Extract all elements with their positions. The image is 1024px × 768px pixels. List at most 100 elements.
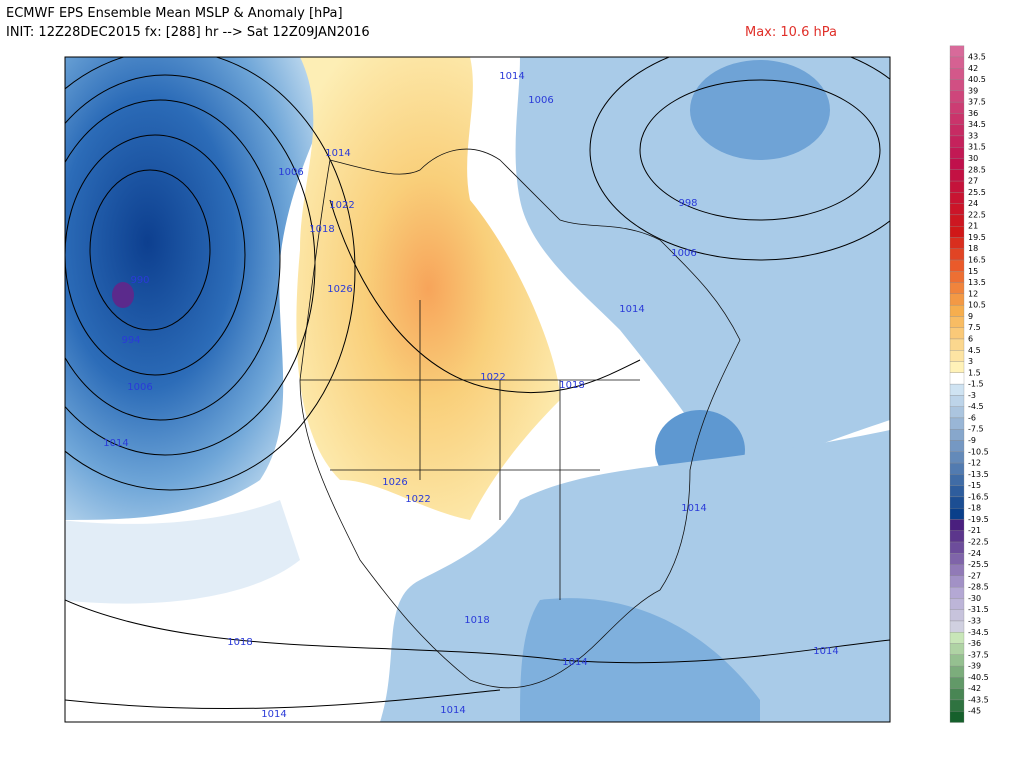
colorbar-swatch <box>949 609 965 622</box>
contour-label: 1014 <box>813 646 838 657</box>
colorbar-swatch <box>949 519 965 531</box>
colorbar-swatch <box>949 620 965 633</box>
contour-label: 1006 <box>127 382 152 393</box>
colorbar-swatch <box>949 553 965 565</box>
colorbar-swatch <box>949 508 965 520</box>
colorbar-label: 25.5 <box>968 188 986 197</box>
contour-label: 1014 <box>103 438 128 449</box>
contour-label: 1018 <box>464 615 489 626</box>
contour-label: 998 <box>678 198 697 209</box>
colorbar-label: 34.5 <box>968 120 986 129</box>
colorbar-label: -12 <box>968 459 981 468</box>
colorbar-label: 31.5 <box>968 143 986 152</box>
colorbar-swatch <box>949 643 965 655</box>
colorbar-swatch <box>949 282 965 295</box>
colorbar-label: 42 <box>968 64 978 73</box>
contour-label: 1022 <box>480 372 505 383</box>
colorbar-label: 24 <box>968 199 978 208</box>
colorbar-swatch <box>949 293 965 306</box>
colorbar-label: -25.5 <box>968 560 989 569</box>
colorbar-swatch <box>949 395 965 407</box>
colorbar-label: -42 <box>968 684 981 693</box>
colorbar-swatch <box>949 564 965 577</box>
colorbar-label: -1.5 <box>968 380 984 389</box>
contour-label: 1022 <box>329 200 354 211</box>
colorbar-swatch <box>949 586 965 599</box>
map-title: ECMWF EPS Ensemble Mean MSLP & Anomaly [… <box>6 6 343 21</box>
colorbar-swatch <box>949 304 965 317</box>
colorbar-swatch <box>949 598 965 610</box>
colorbar-swatch <box>949 451 965 464</box>
colorbar-label: 12 <box>968 289 978 298</box>
colorbar-swatch <box>949 575 965 588</box>
colorbar-swatch <box>949 316 965 328</box>
colorbar-label: 1.5 <box>968 368 981 377</box>
colorbar-label: -18 <box>968 504 981 513</box>
colorbar-label: -31.5 <box>968 605 989 614</box>
colorbar-label: -34.5 <box>968 628 989 637</box>
contour-label: 1006 <box>671 248 696 259</box>
colorbar-swatch <box>949 462 965 475</box>
colorbar-swatch <box>949 169 965 182</box>
colorbar-swatch <box>949 135 965 148</box>
colorbar-label: -22.5 <box>968 538 989 547</box>
colorbar-label: -24 <box>968 549 981 558</box>
colorbar-label: -19.5 <box>968 515 989 524</box>
colorbar-label: 40.5 <box>968 75 986 84</box>
colorbar-label: -21 <box>968 526 981 535</box>
colorbar-swatch <box>949 338 965 351</box>
colorbar-swatch <box>949 711 965 723</box>
colorbar-label: -27 <box>968 571 981 580</box>
colorbar-swatch <box>949 406 965 419</box>
colorbar-label: 6 <box>968 334 973 343</box>
colorbar-label: -37.5 <box>968 650 989 659</box>
contour-labels: 1014 1006 1014 1006 1022 1018 990 1026 998 1006 10… <box>103 71 838 720</box>
colorbar-swatch <box>949 665 965 678</box>
colorbar-swatch <box>949 372 965 385</box>
colorbar-label: 37.5 <box>968 98 986 107</box>
colorbar-label: -6 <box>968 413 976 422</box>
colorbar-label: 39 <box>968 86 978 95</box>
colorbar-swatch <box>949 496 965 509</box>
contour-label: 1014 <box>325 148 350 159</box>
colorbar-swatch <box>949 383 965 396</box>
colorbar-label: -36 <box>968 639 981 648</box>
colorbar-label: 27 <box>968 177 978 186</box>
colorbar-label: 22.5 <box>968 210 986 219</box>
colorbar-swatch <box>949 417 965 430</box>
colorbar-label: -28.5 <box>968 583 989 592</box>
colorbar-label: -3 <box>968 391 976 400</box>
contour-label: 1022 <box>405 494 430 505</box>
contour-label: 1026 <box>382 477 407 488</box>
colorbar-swatch <box>949 350 965 362</box>
colorbar-label: -7.5 <box>968 425 984 434</box>
colorbar-label: 33 <box>968 131 978 140</box>
colorbar-label: 16.5 <box>968 256 986 265</box>
map-subtitle: INIT: 12Z28DEC2015 fx: [288] hr --> Sat … <box>6 25 370 40</box>
colorbar-label: 18 <box>968 244 978 253</box>
colorbar-swatch <box>949 68 965 80</box>
colorbar-swatch <box>949 56 965 69</box>
map-area <box>65 57 890 722</box>
colorbar-label: 28.5 <box>968 165 986 174</box>
contour-label: 1026 <box>327 284 352 295</box>
colorbar-label: -13.5 <box>968 470 989 479</box>
colorbar-label: 36 <box>968 109 978 118</box>
colorbar-swatch <box>949 248 965 261</box>
contour-label: 1018 <box>559 380 584 391</box>
contour-label: 1014 <box>562 657 587 668</box>
colorbar-swatch <box>949 271 965 283</box>
colorbar-swatch <box>949 530 965 543</box>
colorbar-swatch <box>949 361 965 373</box>
colorbar-swatch <box>949 485 965 498</box>
colorbar-label: -45 <box>968 707 981 716</box>
colorbar-label: 15 <box>968 267 978 276</box>
colorbar-swatch <box>949 327 965 340</box>
colorbar-label: 10.5 <box>968 301 986 310</box>
colorbar-swatch <box>949 203 965 216</box>
contour-label: 1014 <box>681 503 706 514</box>
colorbar-swatch <box>949 158 965 170</box>
colorbar-label: 13.5 <box>968 278 986 287</box>
contour-label: 1014 <box>440 705 465 716</box>
